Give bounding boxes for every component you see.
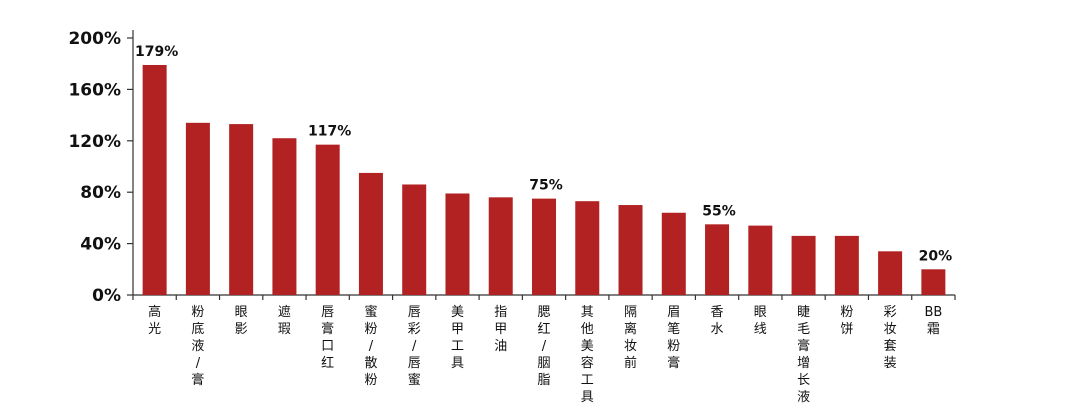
x-category-label: 香水	[711, 305, 724, 337]
x-category-label: 蜜粉/散粉	[364, 305, 377, 388]
x-category-label: 唇彩/唇蜜	[408, 305, 421, 388]
x-category-label: 粉底液/膏	[191, 305, 204, 388]
x-category-label: 眼线	[754, 305, 767, 337]
y-tick-label: 0%	[92, 286, 121, 306]
x-category-label: 粉饼	[840, 305, 853, 337]
bar	[229, 124, 254, 295]
bar	[878, 251, 903, 295]
bar	[488, 197, 513, 295]
bar	[315, 144, 340, 295]
bar	[791, 235, 816, 295]
bar	[185, 122, 210, 295]
bar	[575, 201, 600, 295]
bar	[921, 269, 946, 295]
bar	[532, 198, 556, 295]
data-label: 117%	[308, 124, 351, 140]
x-category-label: 眉笔粉膏	[667, 305, 680, 371]
bar	[272, 138, 297, 295]
bar	[358, 172, 383, 295]
y-tick-label: 200%	[68, 29, 121, 49]
y-tick-label: 120%	[68, 132, 121, 152]
y-tick-label: 80%	[80, 183, 121, 203]
x-category-label: 高光	[148, 304, 161, 337]
x-category-label: 睫毛膏增长液	[797, 305, 810, 405]
bar	[661, 212, 686, 295]
x-category-label: 唇膏口红	[321, 305, 334, 371]
x-category-label: BB 霜	[924, 305, 942, 337]
bar	[445, 193, 470, 295]
x-category-label: 隔离妆前	[624, 305, 637, 371]
data-label: 20%	[919, 248, 953, 264]
x-category-label: 腮红/胭脂	[537, 305, 550, 388]
x-category-label: 遮瑕	[278, 304, 291, 337]
bar	[142, 64, 167, 295]
data-label: 75%	[529, 178, 563, 194]
axes: 0% 40% 80% 120% 160% 200%	[68, 29, 956, 306]
x-category-label: 指甲油	[494, 305, 507, 354]
y-tick-label: 40%	[80, 235, 121, 255]
bar	[618, 205, 643, 295]
data-label: 55%	[702, 203, 736, 219]
x-category-label: 美甲工具	[451, 305, 464, 371]
bar	[748, 225, 773, 295]
bars	[142, 64, 946, 295]
bar	[705, 224, 730, 295]
y-tick-label: 160%	[68, 80, 121, 100]
x-category-label: 彩妆套装	[884, 305, 897, 371]
x-category-label: 其他美容工具	[581, 305, 594, 405]
bar	[834, 235, 859, 295]
x-category-label: 眼影	[235, 305, 248, 337]
bar	[402, 184, 427, 295]
data-label: 179%	[135, 44, 178, 60]
